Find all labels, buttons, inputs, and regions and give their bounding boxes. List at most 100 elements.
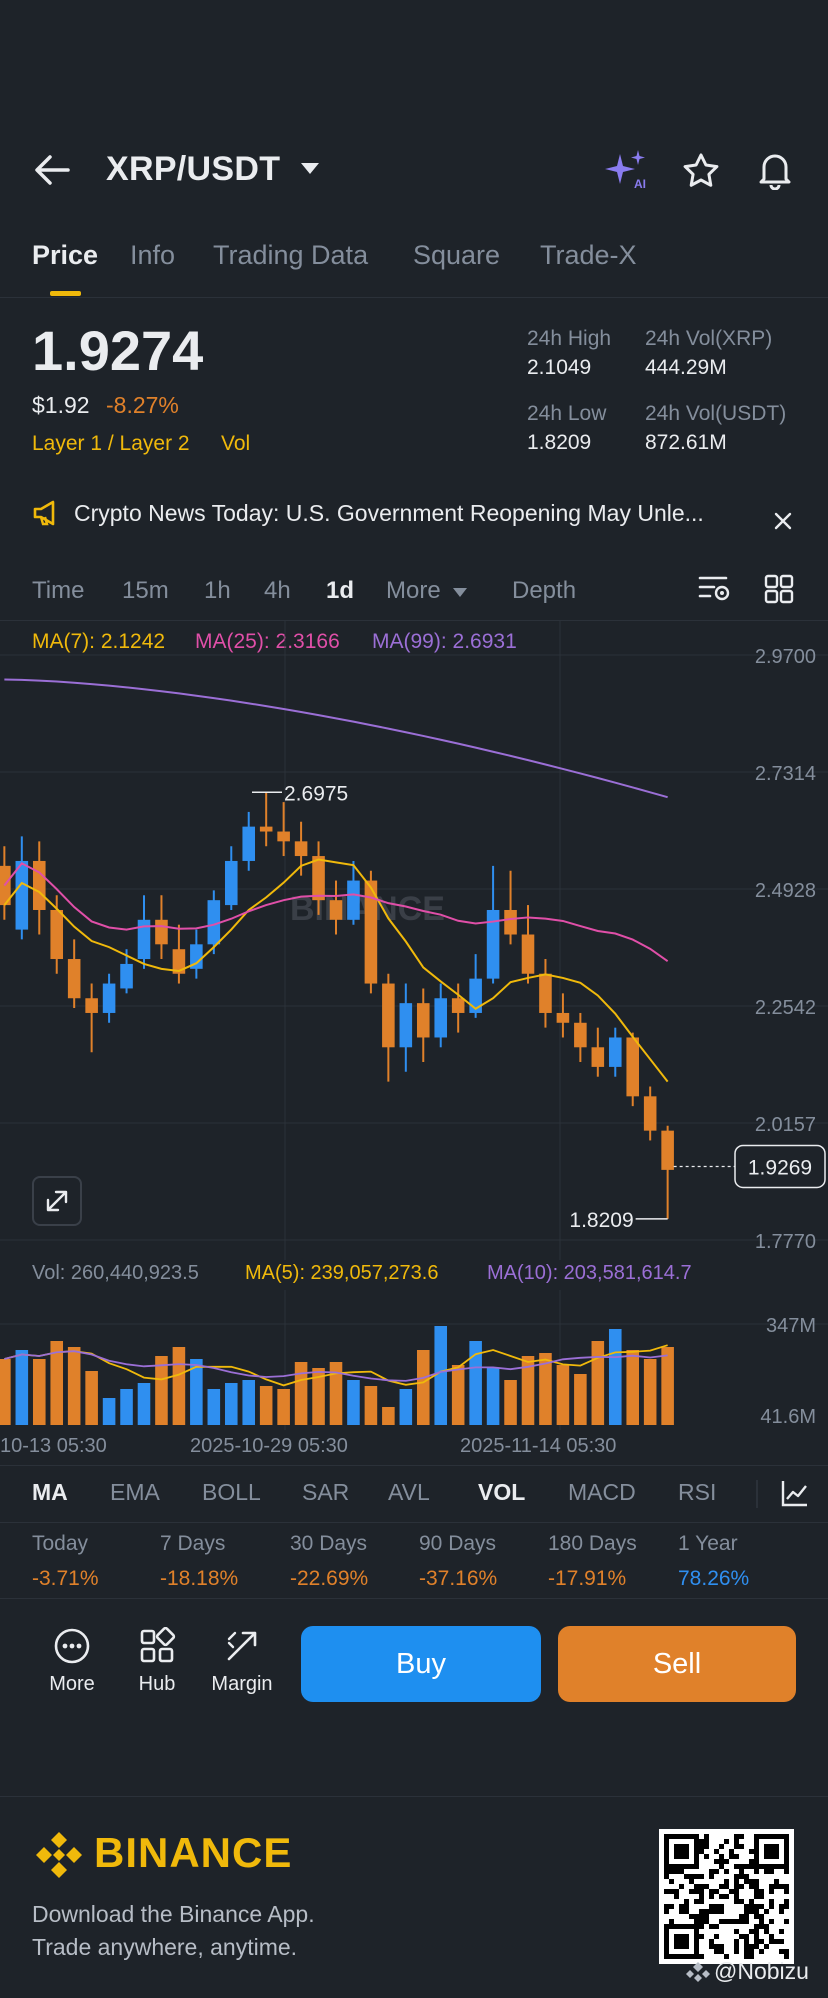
vol-ma10-line xyxy=(4,1350,668,1382)
ind-boll[interactable]: BOLL xyxy=(202,1479,261,1505)
news-ticker[interactable]: Crypto News Today: U.S. Government Reope… xyxy=(74,500,704,526)
candle-body xyxy=(556,1012,570,1023)
sell-button[interactable]: Sell xyxy=(558,1626,796,1702)
qr-module xyxy=(704,1914,709,1919)
margin-button[interactable]: Margin xyxy=(202,1627,282,1696)
volume-bar xyxy=(504,1380,517,1425)
qr-module xyxy=(714,1869,719,1874)
qr-module xyxy=(784,1954,789,1959)
volume-bar xyxy=(591,1341,605,1425)
bell-icon[interactable] xyxy=(756,150,794,195)
qr-module xyxy=(699,1909,704,1914)
tf-1d[interactable]: 1d xyxy=(326,577,355,604)
qr-module xyxy=(779,1929,784,1934)
qr-finder-core xyxy=(764,1844,779,1859)
tab-square[interactable]: Square xyxy=(413,240,501,270)
last-price: 1.9274 xyxy=(32,319,204,382)
qr-module xyxy=(764,1944,769,1949)
volume-bar xyxy=(67,1347,81,1425)
chevron-down-icon[interactable] xyxy=(452,585,468,603)
volume-bar xyxy=(556,1365,570,1425)
volume-bar xyxy=(190,1359,203,1425)
close-icon[interactable] xyxy=(774,512,792,535)
ind-ma[interactable]: MA xyxy=(32,1479,68,1505)
volume-bar xyxy=(521,1356,535,1425)
qr-module xyxy=(779,1904,784,1909)
buy-button[interactable]: Buy xyxy=(301,1626,541,1702)
perf-today-value: -3.71% xyxy=(32,1567,99,1590)
high-label: 24h High xyxy=(527,327,612,350)
tab-trade-x[interactable]: Trade-X xyxy=(540,240,637,270)
tf-1h[interactable]: 1h xyxy=(204,577,231,604)
ai-sparkle-icon[interactable]: AI xyxy=(604,148,650,199)
volume-bar xyxy=(137,1383,151,1425)
current-price-label: 1.9269 xyxy=(748,1156,812,1179)
ind-sar[interactable]: SAR xyxy=(302,1479,350,1505)
qr-module xyxy=(694,1889,699,1894)
qr-module xyxy=(714,1924,719,1929)
perf-180d-label: 180 Days xyxy=(548,1532,637,1555)
volume-bar xyxy=(486,1368,500,1425)
indicator-chart-icon[interactable] xyxy=(780,1478,810,1513)
tab-price[interactable]: Price xyxy=(32,240,99,270)
candlestick-chart[interactable]: BINANCE2.97002.73142.49282.25422.01571.7… xyxy=(0,620,828,1260)
chart-top-divider xyxy=(0,620,828,621)
qr-module xyxy=(729,1849,734,1854)
qr-module xyxy=(759,1939,764,1944)
volume-bar xyxy=(15,1350,29,1425)
ind-macd[interactable]: MACD xyxy=(568,1479,636,1505)
qr-module xyxy=(784,1904,789,1909)
candle-body xyxy=(486,909,500,979)
tf-more[interactable]: More xyxy=(386,577,441,604)
qr-module xyxy=(769,1889,774,1894)
volume-bar xyxy=(661,1347,674,1425)
low-label: 24h Low xyxy=(527,402,607,425)
tf-4h[interactable]: 4h xyxy=(264,577,291,604)
qr-module xyxy=(719,1894,724,1899)
qr-module xyxy=(739,1914,744,1919)
vol-xrp-label: 24h Vol(XRP) xyxy=(645,327,773,350)
expand-icon[interactable] xyxy=(32,1176,82,1226)
perf-90d-value: -37.16% xyxy=(419,1567,498,1590)
tag-layer[interactable]: Layer 1 / Layer 2 xyxy=(32,432,190,455)
ind-ema[interactable]: EMA xyxy=(110,1479,160,1505)
ind-avl[interactable]: AVL xyxy=(388,1479,430,1505)
qr-module xyxy=(784,1889,789,1894)
qr-module xyxy=(714,1904,719,1909)
ind-rsi[interactable]: RSI xyxy=(678,1479,717,1505)
tag-vol[interactable]: Vol xyxy=(221,432,251,455)
hub-button[interactable]: Hub xyxy=(117,1626,197,1696)
candle-body xyxy=(172,949,186,974)
qr-module xyxy=(694,1874,699,1879)
star-icon[interactable] xyxy=(682,152,720,195)
tab-trading-data[interactable]: Trading Data xyxy=(213,240,369,270)
pair-title[interactable]: XRP/USDT xyxy=(106,150,281,188)
grid-layout-icon[interactable] xyxy=(764,574,794,609)
qr-module xyxy=(699,1889,704,1894)
chart-settings-icon[interactable] xyxy=(698,574,732,609)
perf-1y-value: 78.26% xyxy=(678,1567,750,1590)
back-arrow-icon[interactable] xyxy=(32,152,72,188)
tf-15m[interactable]: 15m xyxy=(122,577,169,604)
qr-module xyxy=(679,1909,684,1914)
qr-module xyxy=(759,1914,764,1919)
ind-vol[interactable]: VOL xyxy=(478,1479,526,1505)
hub-label: Hub xyxy=(138,1673,176,1695)
footer-brand: BINANCE xyxy=(94,1829,293,1876)
qr-module xyxy=(714,1859,719,1864)
credit-mark-icon xyxy=(684,1960,712,1989)
qr-module xyxy=(674,1894,679,1899)
volume-bar xyxy=(574,1374,587,1425)
tab-info[interactable]: Info xyxy=(130,240,176,270)
tf-depth[interactable]: Depth xyxy=(512,577,577,604)
qr-module xyxy=(754,1939,759,1944)
more-button[interactable]: More xyxy=(32,1627,112,1696)
tab-underline xyxy=(50,291,81,296)
qr-module xyxy=(734,1919,739,1924)
tf-time[interactable]: Time xyxy=(32,577,85,604)
qr-module xyxy=(744,1914,749,1919)
low-value: 1.8209 xyxy=(527,431,592,454)
qr-module xyxy=(734,1889,739,1894)
chevron-down-icon[interactable] xyxy=(300,162,320,181)
qr-module xyxy=(709,1939,714,1944)
